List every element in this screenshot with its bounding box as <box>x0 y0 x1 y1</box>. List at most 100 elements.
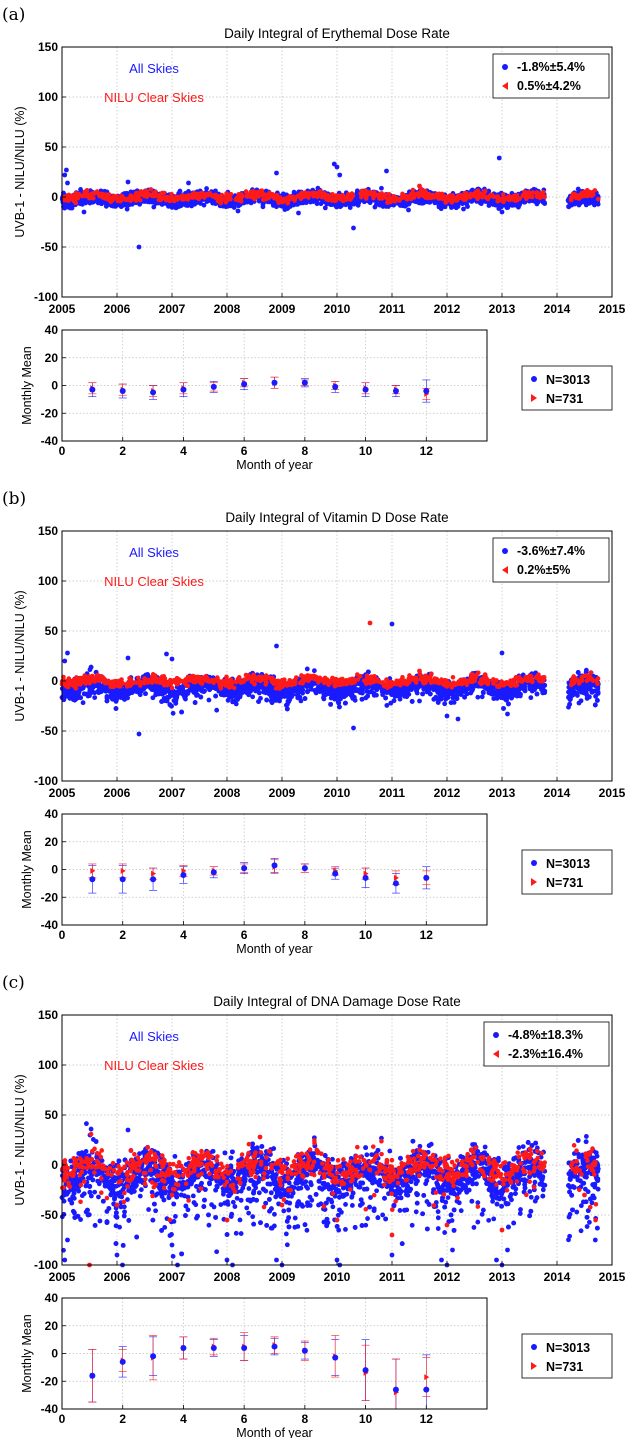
all-skies-point <box>496 155 502 161</box>
monthly-mean-all-skies <box>301 379 308 386</box>
annotation-all-skies: All Skies <box>129 61 179 76</box>
panel-letter: (a) <box>2 5 25 25</box>
clear-skies-point <box>154 193 160 199</box>
y-tick-label: 20 <box>45 351 59 365</box>
clear-skies-point <box>495 194 501 199</box>
monthly-mean-all-skies <box>271 379 278 386</box>
all-skies-point <box>499 209 505 215</box>
y-tick-label: 40 <box>45 323 59 337</box>
clear-skies-point <box>423 193 429 199</box>
y-axis-label: UVB-1 - NILU/NILU (%) <box>13 106 27 237</box>
x-tick-label: 4 <box>180 444 187 458</box>
all-skies-point <box>78 187 83 192</box>
clear-skies-point <box>450 193 455 198</box>
clear-skies-point <box>109 198 115 203</box>
annotation-clear-skies: NILU Clear Skies <box>104 90 204 105</box>
all-skies-point <box>353 197 359 203</box>
clear-skies-point <box>570 191 576 197</box>
all-skies-point <box>413 199 419 205</box>
clear-skies-point <box>422 188 428 194</box>
all-skies-point <box>83 200 89 206</box>
all-skies-point <box>296 210 301 216</box>
x-tick-label: 8 <box>302 444 309 458</box>
clear-skies-point <box>396 196 402 202</box>
clear-skies-point <box>527 190 532 196</box>
clear-skies-point <box>537 194 543 200</box>
clear-skies-point <box>434 191 440 197</box>
clear-skies-point <box>150 193 156 199</box>
clear-skies-point <box>385 196 390 202</box>
all-skies-point <box>186 180 191 186</box>
clear-skies-point <box>582 189 587 195</box>
clear-skies-point <box>299 194 305 199</box>
clear-skies-point <box>350 193 356 199</box>
x-tick-label: 6 <box>241 444 248 458</box>
all-skies-point <box>491 199 496 205</box>
panel-b: (b)2005 2006 2007 2008 2009 2010 2011 2012 2013 2… <box>2 489 626 956</box>
clear-skies-point <box>106 192 112 197</box>
all-skies-point <box>64 167 69 173</box>
panel-letter: (b) <box>2 489 26 509</box>
clear-skies-point <box>333 195 339 201</box>
legend-label-all-skies: -1.8%±5.4% <box>517 60 585 74</box>
all-skies-point <box>478 201 484 207</box>
x-axis-label: Month of year <box>236 458 312 472</box>
clear-skies-point <box>455 193 461 199</box>
clear-skies-point <box>87 192 92 198</box>
clear-skies-point <box>192 191 197 196</box>
clear-skies-point <box>176 194 182 200</box>
clear-skies-point <box>158 195 164 201</box>
x-tick-label: 12 <box>420 444 434 458</box>
clear-skies-point <box>252 196 257 202</box>
clear-skies-point <box>255 189 260 195</box>
clear-skies-point <box>342 194 347 200</box>
x-tick-label: 2015 <box>599 302 626 316</box>
all-skies-point <box>322 205 328 211</box>
all-skies-point <box>274 170 279 176</box>
clear-skies-point <box>429 194 435 199</box>
all-skies-point <box>136 244 142 250</box>
clear-skies-point <box>205 191 211 197</box>
clear-skies-point <box>568 196 574 202</box>
all-skies-point <box>235 208 241 214</box>
all-skies-point <box>406 207 411 213</box>
y-tick-label: -20 <box>41 406 59 420</box>
all-skies-point <box>566 204 572 210</box>
monthly-mean-all-skies <box>210 383 217 390</box>
all-skies-point <box>314 201 320 207</box>
monthly-mean-all-skies <box>89 386 96 393</box>
clear-skies-point <box>592 188 598 193</box>
monthly-mean-all-skies <box>180 386 187 393</box>
clear-skies-point <box>587 191 592 197</box>
all-skies-point <box>587 200 593 206</box>
clear-skies-point <box>504 195 510 201</box>
clear-skies-point <box>167 198 173 204</box>
clear-skies-point <box>466 194 472 200</box>
clear-skies-point <box>148 187 154 192</box>
all-skies-point <box>270 200 276 206</box>
clear-skies-point <box>81 193 87 198</box>
all-skies-point <box>81 209 87 215</box>
monthly-mean-all-skies <box>150 389 157 396</box>
all-skies-point <box>461 206 466 212</box>
clear-skies-point <box>321 191 327 196</box>
all-skies-point <box>337 172 343 178</box>
clear-skies-point <box>522 192 528 198</box>
legend-marker-all-skies <box>531 376 537 382</box>
all-skies-point <box>421 200 427 206</box>
monthly-mean-all-skies <box>241 381 248 388</box>
all-skies-point <box>351 225 356 231</box>
all-skies-point <box>62 172 68 178</box>
clear-skies-point <box>439 196 445 201</box>
all-skies-point <box>125 179 131 185</box>
y-tick-label: 100 <box>38 90 58 104</box>
clear-skies-point <box>534 190 540 195</box>
clear-skies-point <box>265 192 270 198</box>
clear-skies-point <box>197 192 202 198</box>
clear-skies-point <box>307 191 312 197</box>
all-skies-point <box>384 168 389 174</box>
x-tick-label: 2006 <box>104 302 131 316</box>
clear-skies-point <box>482 188 488 194</box>
clear-skies-point <box>277 196 283 202</box>
clear-skies-point <box>295 193 301 199</box>
